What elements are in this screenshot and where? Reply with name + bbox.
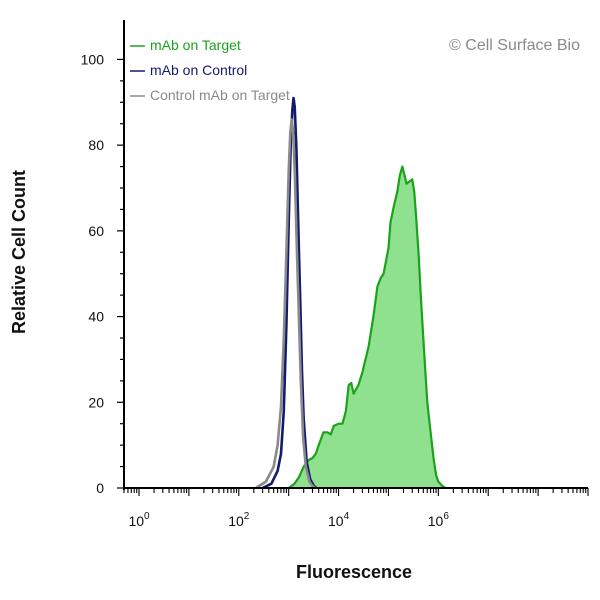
legend-label: mAb on Control <box>150 62 247 78</box>
x-tick-label: 100 <box>128 511 150 529</box>
series-area-mab-on-target <box>288 166 446 488</box>
y-tick-label: 0 <box>96 480 104 496</box>
x-tick-label: 106 <box>428 511 450 529</box>
legend-label: Control mAb on Target <box>150 87 290 103</box>
x-tick-label: 102 <box>228 511 250 529</box>
y-axis-title: Relative Cell Count <box>9 170 29 334</box>
axes-layer: 0 20 40 60 80 100 100 102 104 106 <box>81 20 589 529</box>
series-line-mab-on-control <box>262 96 318 490</box>
y-tick-label: 40 <box>88 309 104 325</box>
x-tick-label: 104 <box>328 511 350 529</box>
watermark: © Cell Surface Bio <box>449 37 580 54</box>
series-line-mab-on-target <box>288 165 447 489</box>
series-layer <box>255 96 447 490</box>
y-tick-label: 60 <box>88 223 104 239</box>
series-line-control-mab-on-target <box>255 118 316 490</box>
legend: mAb on Target mAb on Control Control mAb o… <box>130 37 290 103</box>
legend-label: mAb on Target <box>150 37 241 53</box>
y-tick-label: 80 <box>88 137 104 153</box>
x-axis-title: Fluorescence <box>296 562 412 582</box>
y-tick-label: 100 <box>81 51 105 67</box>
y-tick-label: 20 <box>88 394 104 410</box>
